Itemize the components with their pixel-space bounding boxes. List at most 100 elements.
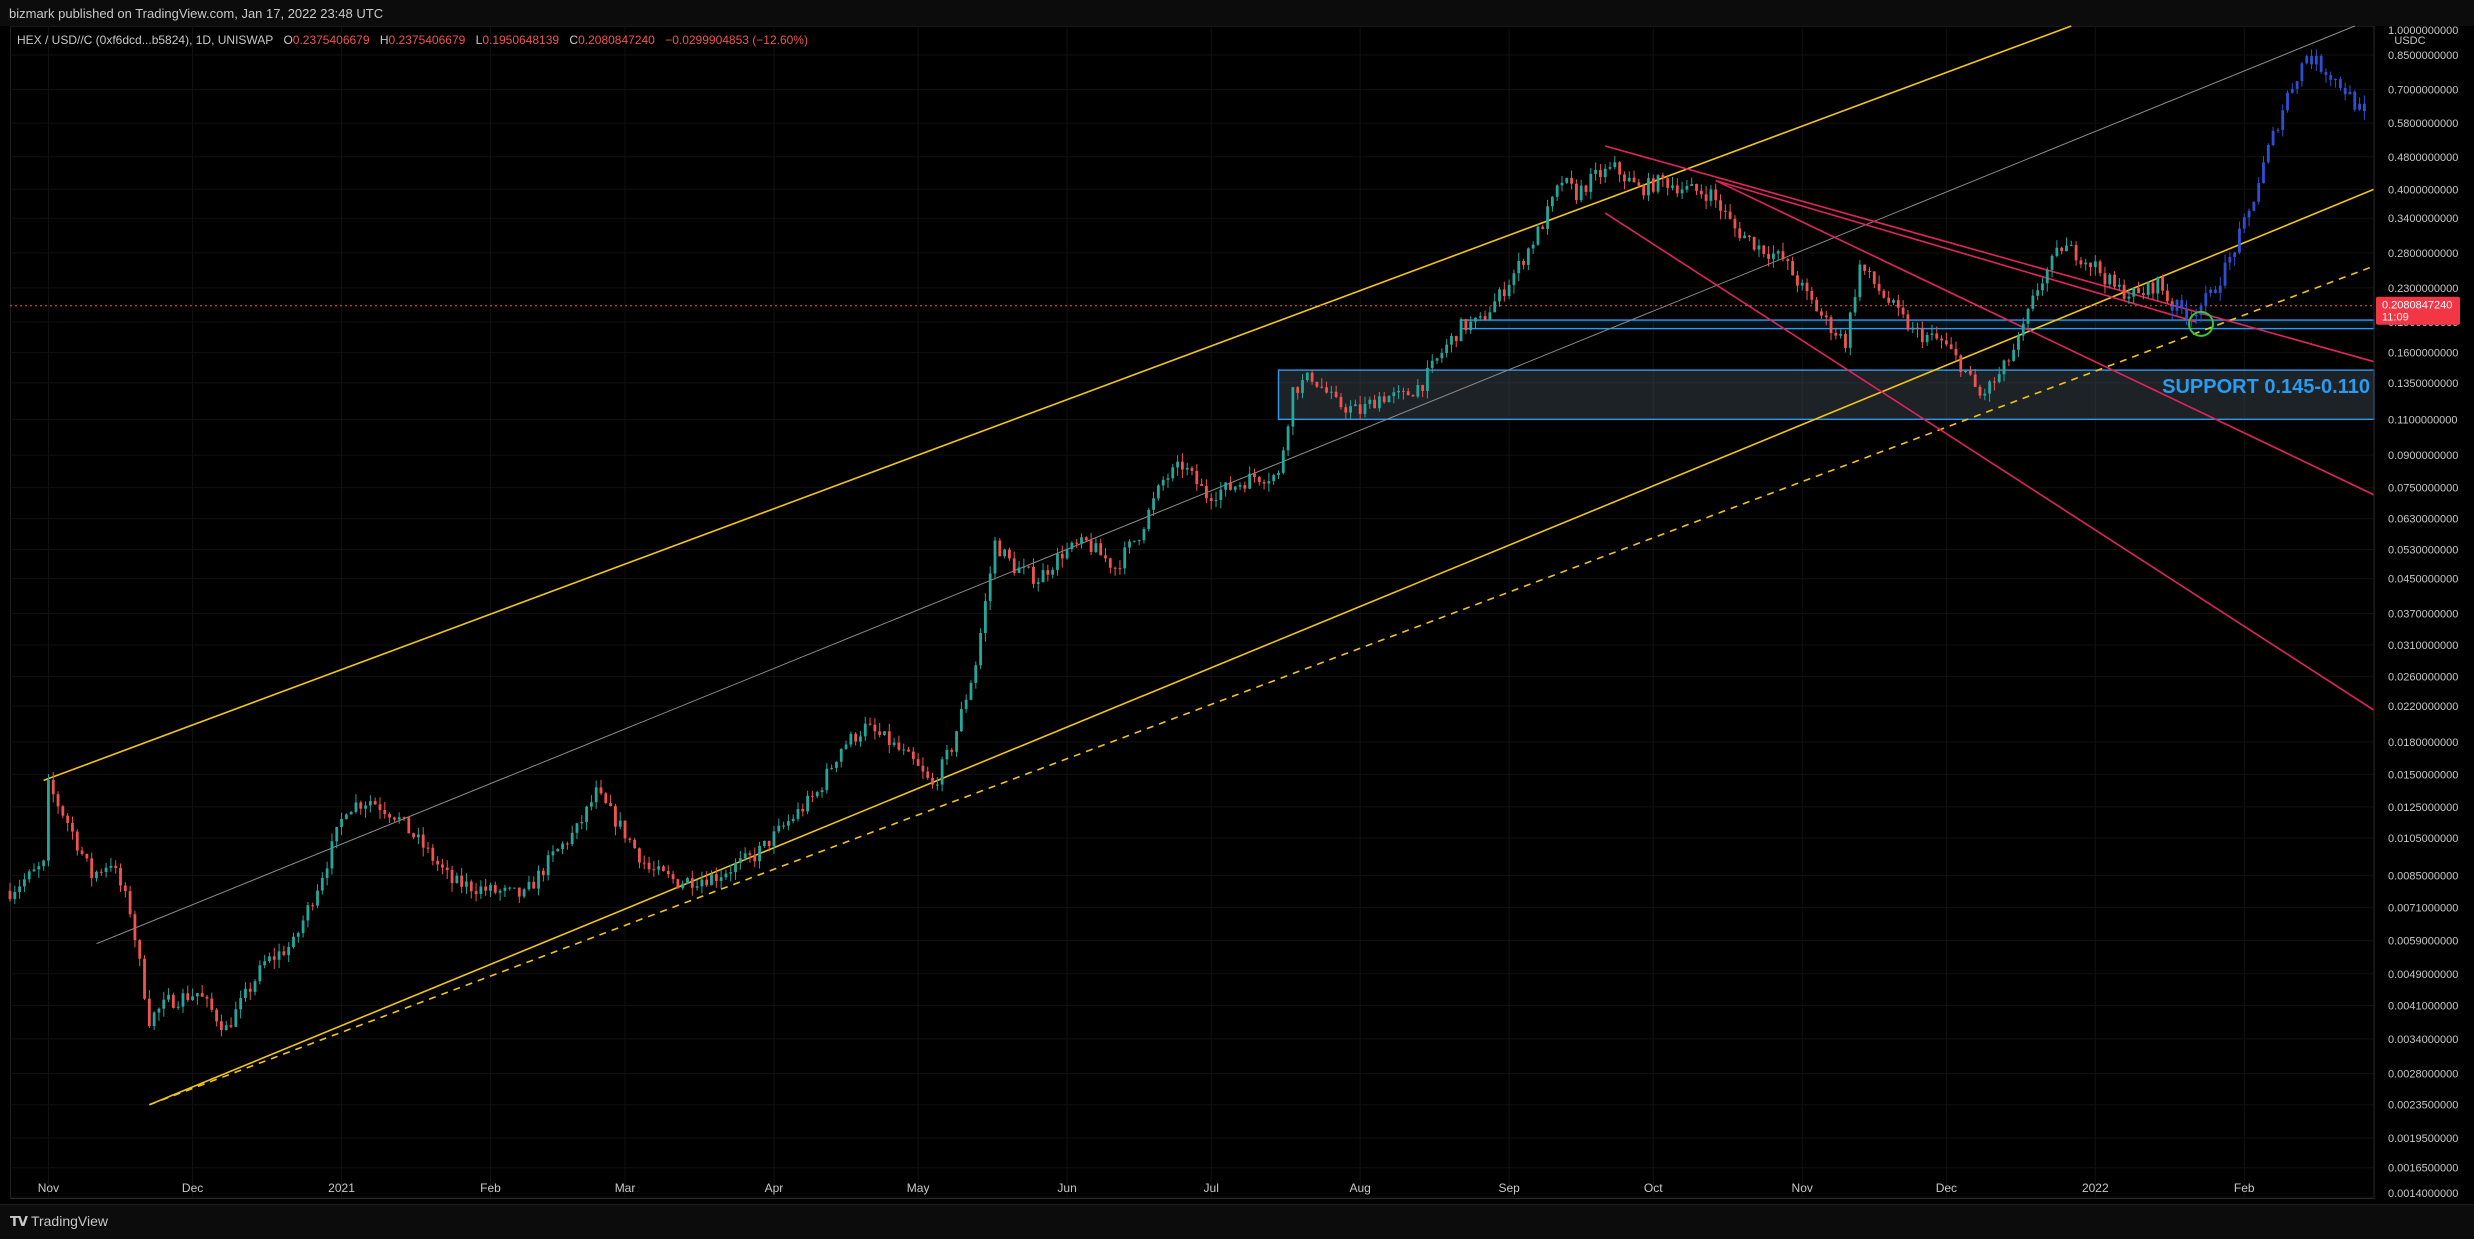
candle-body <box>1329 391 1333 393</box>
tradingview-brand: TradingView <box>30 1213 108 1229</box>
candle-body <box>1570 177 1573 184</box>
candle-body <box>1834 332 1838 336</box>
candle-body <box>162 999 166 1009</box>
candle-body <box>1906 314 1910 330</box>
candle-body <box>671 874 675 880</box>
candle-body <box>1800 282 1804 286</box>
candle-body <box>2108 274 2112 285</box>
candle-body <box>820 790 824 793</box>
candle-body <box>1435 358 1439 361</box>
candle-body <box>123 885 127 892</box>
candle-body <box>1771 253 1775 259</box>
candle-body <box>935 784 939 786</box>
candle-body <box>200 993 204 997</box>
candle-body <box>705 879 709 886</box>
candle-body <box>1248 473 1252 489</box>
candle-body <box>1767 253 1770 259</box>
candle-body <box>1642 185 1646 196</box>
y-tick-label: 0.2800000000 <box>2388 248 2458 260</box>
candle-body <box>2127 296 2131 299</box>
candle-body <box>1940 338 1943 341</box>
candle-body <box>1829 317 1833 333</box>
candle-body <box>1488 312 1492 321</box>
y-tick-label: 0.7000000000 <box>2388 85 2458 97</box>
candle-body <box>1190 467 1194 471</box>
y-tick-label: 0.0450000000 <box>2388 574 2458 586</box>
y-tick-label: 0.0630000000 <box>2388 514 2458 526</box>
candle-body <box>272 956 276 960</box>
candle-body <box>714 874 718 881</box>
candle-body <box>1363 403 1367 414</box>
candle-body <box>1901 307 1905 315</box>
candle-body <box>1574 183 1578 201</box>
tradingview-logo-icon: TV <box>10 1215 28 1230</box>
candle-body <box>1704 194 1708 201</box>
y-tick-label: 0.0260000000 <box>2388 671 2458 683</box>
candle-body <box>1868 270 1871 272</box>
candle-body <box>1498 289 1501 302</box>
candle-body <box>604 793 608 803</box>
candle-body <box>1459 319 1463 342</box>
candle-body <box>1056 553 1059 570</box>
candle-body <box>1368 399 1372 404</box>
candle-body <box>1752 236 1756 250</box>
candle-body <box>513 887 516 889</box>
support-zone <box>1277 369 2375 421</box>
legend-symbol[interactable]: HEX / USD//C (0xf6dcd...b5824), 1D, UNIS… <box>17 33 274 47</box>
y-tick-label: 0.1600000000 <box>2388 348 2458 360</box>
candle-body <box>628 838 632 840</box>
candle-body <box>1334 391 1338 397</box>
y-tick-label: 0.0085000000 <box>2388 871 2458 883</box>
candle-body <box>263 961 267 966</box>
candle-body <box>517 887 521 897</box>
candle-body <box>2122 284 2126 299</box>
candle-body <box>1608 167 1612 169</box>
candle-body <box>1156 485 1160 499</box>
y-tick-label: 0.0059000000 <box>2388 936 2458 948</box>
candle-body <box>2084 262 2088 265</box>
candle-body <box>2137 288 2140 294</box>
candle-body <box>796 808 800 819</box>
candle-body <box>344 814 348 819</box>
candle-body <box>397 817 401 820</box>
candle-body <box>1747 235 1751 237</box>
candle-body <box>1041 570 1045 583</box>
projection-candle-body <box>2242 217 2246 229</box>
candle-body <box>594 787 598 803</box>
y-tick-label: 0.4000000000 <box>2388 184 2458 196</box>
candle-body <box>1978 386 1982 396</box>
projection-candle-body <box>2314 55 2318 65</box>
candle-body <box>2093 261 2097 268</box>
candle-body <box>229 1025 233 1027</box>
candle-body <box>138 940 142 959</box>
candle-body <box>282 951 286 956</box>
projection-candle-body <box>2290 88 2294 93</box>
candle-body <box>239 998 243 1010</box>
candle-body <box>2065 245 2068 252</box>
candle-body <box>758 845 761 862</box>
y-tick-label: 0.0016500000 <box>2388 1163 2458 1175</box>
candle-body <box>2041 283 2044 291</box>
candle-body <box>1075 542 1079 544</box>
candle-body <box>42 860 46 867</box>
candle-body <box>316 890 319 906</box>
candle-body <box>1161 479 1165 486</box>
candle-body <box>2074 245 2078 261</box>
candle-body <box>580 822 584 824</box>
x-tick-label: Jul <box>1204 1181 1219 1195</box>
candle-body <box>1281 450 1285 473</box>
candle-body <box>1820 311 1823 316</box>
candle-body <box>1387 396 1391 403</box>
candle-body <box>1080 537 1083 544</box>
candle-body <box>1377 396 1381 409</box>
candle-body <box>1863 264 1867 271</box>
candle-body <box>633 839 637 849</box>
x-tick-label: Mar <box>615 1181 636 1195</box>
candle-body <box>1618 162 1622 175</box>
x-tick-label: 2022 <box>2082 1181 2109 1195</box>
tradingview-logo[interactable]: TV TradingView <box>10 1213 108 1230</box>
candle-body <box>90 858 94 879</box>
candle-body <box>969 682 973 700</box>
candle-body <box>32 869 36 872</box>
